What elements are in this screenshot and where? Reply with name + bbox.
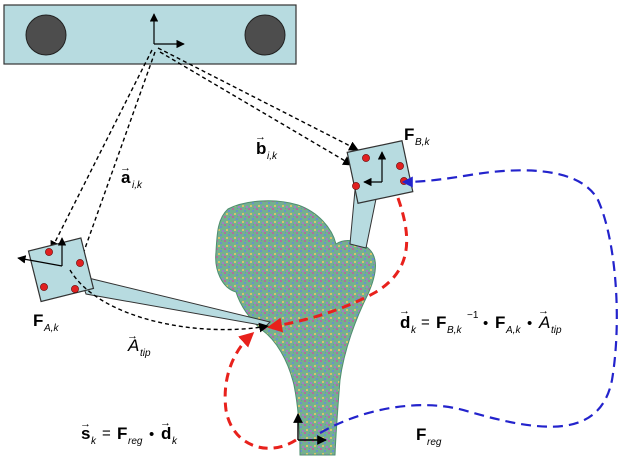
eq-d-lhs-sub: k [411, 325, 417, 336]
vector-s-line [223, 331, 297, 450]
svg-text:→: → [399, 305, 410, 317]
eq-d-a: A [538, 313, 550, 332]
svg-text:→: → [255, 131, 266, 143]
label-F-Bk: F B,k [404, 125, 430, 148]
marker-b2 [396, 162, 404, 170]
label-b-ik: → b i,k [255, 131, 278, 162]
label-a-main: a [121, 168, 131, 187]
marker-a1 [45, 248, 53, 256]
vector-b-lines [157, 47, 359, 166]
vector-d-line [267, 197, 409, 333]
eq-s-d-sub: k [172, 436, 178, 447]
eq-d-f1-sup: −1 [467, 310, 479, 321]
marker-b1 [362, 154, 370, 162]
eq-d-lhs: d [400, 313, 410, 332]
eq-d-dot2: • [527, 315, 532, 332]
eq-s-d: d [161, 424, 171, 443]
label-FB-sub: B,k [415, 137, 430, 148]
vector-a-lines [50, 49, 156, 269]
eq-d-a-sub: tip [551, 325, 562, 336]
eq-d-f1: F [436, 313, 446, 332]
eq-s-lhs: s [81, 424, 90, 443]
label-FB-main: F [404, 125, 414, 144]
camera-lens-left [25, 14, 67, 56]
label-Atip-main: A [127, 336, 139, 355]
label-a-ik: → a i,k [120, 162, 143, 191]
equation-s-k: → s k = F reg • → d k [80, 417, 178, 447]
label-a-sub: i,k [132, 180, 143, 191]
label-Freg-main: F [416, 425, 426, 444]
tracker-a [17, 237, 271, 327]
eq-d-dot1: • [483, 315, 488, 332]
eq-d-f1-sub: B,k [447, 325, 462, 336]
label-F-Ak: F A,k [33, 311, 59, 334]
label-FA-sub: A,k [43, 323, 59, 334]
svg-text:→: → [160, 417, 171, 429]
marker-b3 [352, 182, 360, 190]
vector-atip-line [69, 269, 269, 333]
eq-d-f2-sub: A,k [505, 325, 521, 336]
eq-s-f-sub: reg [128, 436, 143, 447]
eq-s-equals: = [102, 425, 111, 442]
eq-d-equals: = [421, 314, 430, 331]
svg-text:→: → [80, 418, 91, 430]
eq-s-dot: • [149, 426, 154, 443]
eq-d-f2: F [495, 313, 505, 332]
label-Atip-sub: tip [140, 348, 151, 359]
svg-text:→: → [120, 162, 131, 174]
label-F-reg: F reg [416, 425, 442, 448]
femur-bone [215, 200, 376, 456]
label-FA-main: F [33, 311, 43, 330]
bone-frame [293, 413, 327, 445]
label-b-main: b [256, 139, 266, 158]
camera-tracker [3, 4, 297, 65]
marker-a4 [71, 285, 79, 293]
svg-text:→: → [127, 330, 138, 342]
marker-a3 [40, 283, 48, 291]
label-A-tip: → A tip [127, 330, 151, 359]
eq-s-lhs-sub: k [91, 436, 97, 447]
tracker-b [346, 140, 414, 249]
label-Freg-sub: reg [427, 437, 442, 448]
marker-a2 [76, 259, 84, 267]
equation-d-k: → d k = F B,k −1 • F A,k • → A tip [399, 305, 562, 336]
camera-lens-right [244, 14, 286, 56]
svg-text:→: → [538, 305, 549, 317]
eq-s-f: F [117, 424, 127, 443]
label-b-sub: i,k [267, 151, 278, 162]
vector-freg-line [319, 169, 618, 434]
